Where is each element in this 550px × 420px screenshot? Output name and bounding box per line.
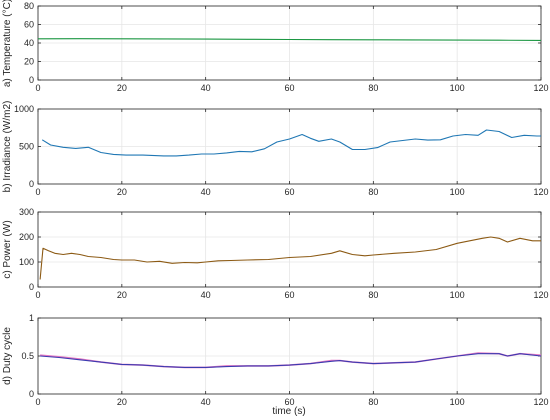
- x-tick-label: 100: [450, 397, 465, 407]
- y-tick-label: 0: [29, 179, 34, 189]
- x-tick-label: 40: [201, 290, 211, 300]
- x-tick-label: 60: [284, 187, 294, 197]
- y-axis-label: c) Power (W): [2, 220, 13, 278]
- y-tick-label: 1000: [14, 104, 34, 114]
- chart-panel-power: 0 20 40 60 80 100 120 0 100 200 300 c) Power (W): [2, 207, 549, 300]
- x-tick-label: 40: [201, 83, 211, 93]
- series-line-2: [40, 353, 542, 368]
- x-tick-label: 60: [284, 83, 294, 93]
- x-tick-label: 20: [117, 83, 127, 93]
- y-tick-label: 0: [29, 75, 34, 85]
- y-tick-label: 0: [29, 282, 34, 292]
- x-tick-label: 120: [533, 83, 548, 93]
- x-tick-label: 120: [533, 397, 548, 407]
- x-tick-label: 60: [284, 290, 294, 300]
- x-tick-label: 0: [35, 187, 40, 197]
- x-tick-label: 120: [533, 290, 548, 300]
- x-tick-label: 80: [368, 83, 378, 93]
- y-tick-label: 1: [29, 313, 34, 323]
- y-tick-label: 40: [24, 38, 34, 48]
- y-tick-label: 300: [19, 207, 34, 217]
- y-tick-label: 500: [19, 142, 34, 152]
- y-tick-label: 60: [24, 20, 34, 30]
- y-tick-label: 80: [24, 1, 34, 11]
- x-tick-label: 0: [35, 83, 40, 93]
- x-tick-label: 120: [533, 187, 548, 197]
- y-tick-label: 100: [19, 257, 34, 267]
- series-line-1: [41, 129, 541, 157]
- x-tick-label: 20: [117, 290, 127, 300]
- x-tick-label: 20: [117, 187, 127, 197]
- y-tick-label: 20: [24, 57, 34, 67]
- x-tick-label: 20: [117, 397, 127, 407]
- y-axis-label: a) Temperature (°C): [2, 0, 13, 87]
- x-tick-label: 0: [35, 397, 40, 407]
- series-line-1: [37, 38, 542, 41]
- y-tick-label: 0: [29, 389, 34, 399]
- y-tick-label: 0.5: [21, 351, 34, 361]
- x-axis-label: time (s): [272, 406, 305, 417]
- x-tick-label: 80: [368, 187, 378, 197]
- x-tick-label: 40: [201, 187, 211, 197]
- x-tick-label: 0: [35, 290, 40, 300]
- chart-panel-duty-cycle: 0 20 40 60 80 100 120 0 0.5 1 d) Duty cycle: [2, 313, 549, 407]
- x-tick-label: 60: [284, 397, 294, 407]
- y-tick-label: 200: [19, 232, 34, 242]
- x-tick-label: 40: [201, 397, 211, 407]
- chart-panel-temperature: 0 20 40 60 80 100 120 0 20 40 60 80 a) Temperature (…: [2, 0, 549, 93]
- series-line-1: [39, 236, 541, 280]
- y-axis-label: b) Irradiance (W/m2): [2, 101, 13, 193]
- x-tick-label: 100: [450, 290, 465, 300]
- x-tick-label: 80: [368, 290, 378, 300]
- y-axis-label: d) Duty cycle: [2, 327, 13, 385]
- x-tick-label: 100: [450, 187, 465, 197]
- x-tick-label: 100: [450, 83, 465, 93]
- x-tick-label: 80: [368, 397, 378, 407]
